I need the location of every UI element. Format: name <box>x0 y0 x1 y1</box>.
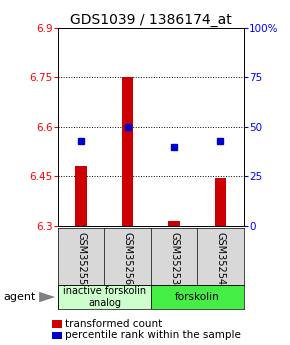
Text: GSM35253: GSM35253 <box>169 232 179 285</box>
Bar <box>122 77 133 226</box>
Bar <box>168 221 180 226</box>
Polygon shape <box>39 292 55 302</box>
Text: GSM35255: GSM35255 <box>76 232 86 285</box>
Title: GDS1039 / 1386174_at: GDS1039 / 1386174_at <box>70 12 232 27</box>
Text: forskolin: forskolin <box>175 292 220 302</box>
Bar <box>58 285 151 309</box>
Text: percentile rank within the sample: percentile rank within the sample <box>65 331 241 340</box>
Text: GSM35256: GSM35256 <box>123 232 133 285</box>
Bar <box>151 285 244 309</box>
Bar <box>75 166 87 226</box>
Text: inactive forskolin
analog: inactive forskolin analog <box>63 286 146 308</box>
Bar <box>215 178 226 226</box>
Text: agent: agent <box>3 293 35 302</box>
Text: transformed count: transformed count <box>65 319 162 329</box>
Text: GSM35254: GSM35254 <box>215 232 225 285</box>
